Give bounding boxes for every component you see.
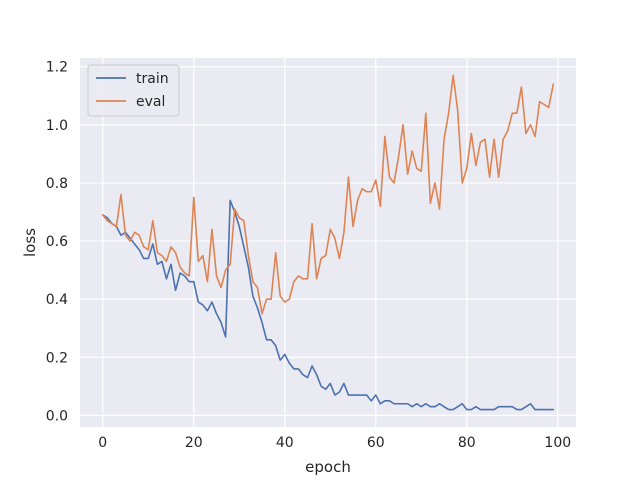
x-tick-label: 0 xyxy=(98,435,107,451)
y-tick-label: 0.8 xyxy=(46,176,68,192)
y-tick-label: 0.4 xyxy=(46,292,68,308)
series-line-train xyxy=(101,199,555,411)
x-axis-label: epoch xyxy=(305,458,351,476)
y-tick-label: 1.2 xyxy=(46,60,68,76)
legend-label-eval: eval xyxy=(136,94,165,110)
series-line-eval xyxy=(101,74,555,315)
legend: train eval xyxy=(87,64,180,117)
series-lines xyxy=(101,74,555,411)
x-tick-label: 80 xyxy=(458,435,476,451)
x-tick-labels: 0 20 40 60 80 100 xyxy=(98,435,571,451)
x-tick-label: 40 xyxy=(276,435,294,451)
y-tick-label: 0.2 xyxy=(46,350,68,366)
y-tick-label: 1.0 xyxy=(46,118,68,134)
y-axis-label: loss xyxy=(21,228,39,257)
y-tick-labels: 0.0 0.2 0.4 0.6 0.8 1.0 1.2 xyxy=(46,60,68,425)
x-tick-label: 20 xyxy=(185,435,203,451)
y-tick-label: 0.6 xyxy=(46,234,68,250)
y-tick-label: 0.0 xyxy=(46,408,68,424)
legend-label-train: train xyxy=(136,71,169,87)
x-tick-label: 60 xyxy=(367,435,385,451)
x-tick-label: 100 xyxy=(544,435,571,451)
